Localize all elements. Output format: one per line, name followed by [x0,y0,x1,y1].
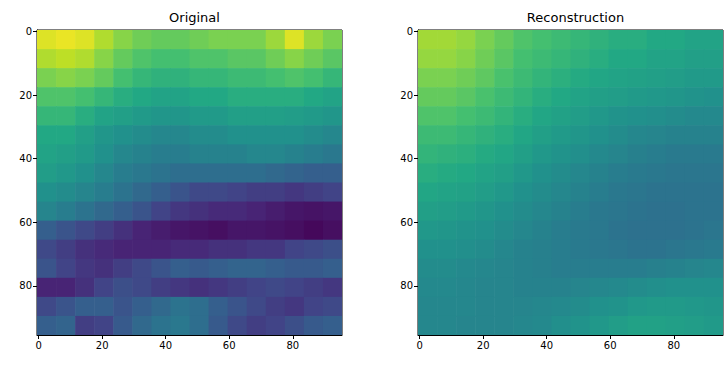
svg-text:40: 40 [19,153,32,164]
svg-text:20: 20 [19,90,32,101]
svg-text:80: 80 [400,280,413,291]
svg-text:80: 80 [286,340,299,351]
svg-text:40: 40 [540,340,553,351]
svg-text:20: 20 [96,340,109,351]
svg-text:60: 60 [400,217,413,228]
svg-text:80: 80 [667,340,680,351]
svg-text:20: 20 [400,90,413,101]
svg-text:0: 0 [26,26,32,37]
svg-text:0: 0 [35,340,41,351]
svg-text:60: 60 [604,340,617,351]
svg-text:60: 60 [223,340,236,351]
svg-text:40: 40 [400,153,413,164]
svg-text:60: 60 [19,217,32,228]
svg-text:Original: Original [169,10,220,25]
svg-text:80: 80 [19,280,32,291]
svg-text:40: 40 [159,340,172,351]
svg-text:0: 0 [416,340,422,351]
svg-text:Reconstruction: Reconstruction [527,10,624,25]
svg-text:20: 20 [477,340,490,351]
svg-text:0: 0 [407,26,413,37]
